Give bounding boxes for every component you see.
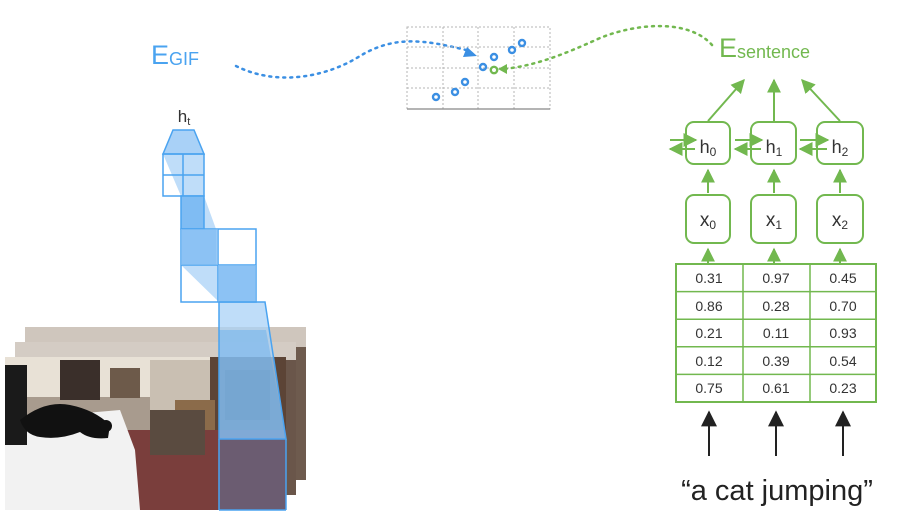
- input-node-2: [816, 194, 864, 244]
- table-cell: 0.12: [695, 353, 722, 369]
- table-cell: 0.86: [695, 298, 722, 314]
- cat-photo-icon: [20, 404, 110, 439]
- word-embedding-table: 0.31 0.97 0.45 0.86 0.28 0.70 0.21 0.11 …: [675, 263, 877, 403]
- table-cell: 0.93: [829, 325, 856, 341]
- recurrent-connections: [668, 133, 830, 156]
- cnn-output-label: ht: [178, 107, 191, 128]
- table-cell: 0.97: [762, 270, 789, 286]
- table-cell: 0.75: [695, 380, 722, 396]
- hidden-label-2: h2: [832, 137, 849, 159]
- cnn-output-node: [161, 129, 206, 155]
- sentence-embedding-label: Esentence: [719, 33, 810, 63]
- hidden-label-0: h0: [700, 137, 717, 159]
- input-label-0: x0: [700, 210, 717, 232]
- input-label-1: x1: [766, 210, 783, 232]
- gif-embedding-label: EGIF: [151, 40, 199, 70]
- table-cell: 0.23: [829, 380, 856, 396]
- hidden-label-1: h1: [766, 137, 783, 159]
- table-cell: 0.45: [829, 270, 856, 286]
- input-label-2: x2: [832, 210, 849, 232]
- word-lookup-arrows: [701, 410, 851, 456]
- input-node-0: [685, 194, 731, 244]
- table-cell: 0.61: [762, 380, 789, 396]
- table-cell: 0.21: [695, 325, 722, 341]
- sentence-projection-path: [501, 24, 714, 71]
- input-node-1: [750, 194, 797, 244]
- gif-embedding-marker: [463, 47, 477, 57]
- table-cell: 0.11: [763, 325, 789, 341]
- table-cell: 0.28: [762, 298, 789, 314]
- sentence-embedding-marker: [489, 65, 499, 75]
- embedding-points-blue: [431, 38, 527, 102]
- table-cell: 0.31: [695, 270, 722, 286]
- gif-projection-path: [234, 40, 468, 79]
- rnn: h0 h1 h2 x0 x1 x2: [668, 78, 864, 264]
- table-cell: 0.54: [829, 353, 856, 369]
- room-photo-icon: [150, 410, 205, 455]
- cnn-layer-1: [218, 301, 287, 511]
- input-sentence: “a cat jumping”: [681, 475, 873, 507]
- table-cell: 0.39: [762, 353, 789, 369]
- joint-embedding-space: [406, 26, 551, 110]
- cnn-stack: ht: [161, 107, 287, 511]
- table-cell: 0.70: [829, 298, 856, 314]
